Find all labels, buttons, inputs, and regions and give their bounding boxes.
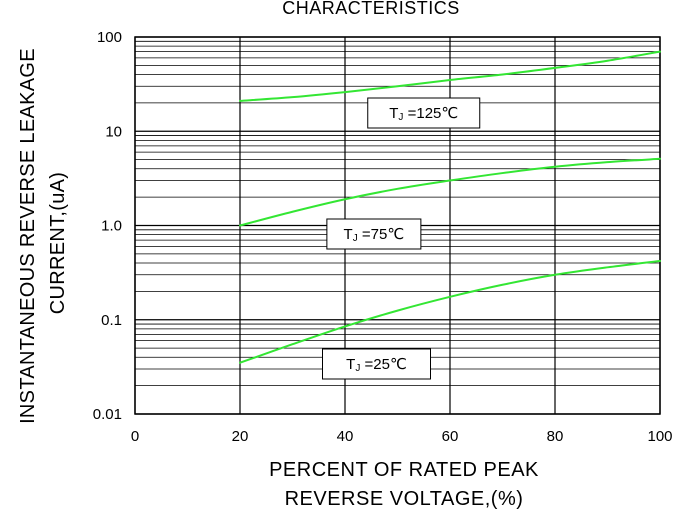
series-line-tj-75 xyxy=(239,157,661,227)
label-layer: TJ =125℃ TJ =75℃ TJ =25℃ xyxy=(322,97,481,380)
series-line-tj-125 xyxy=(239,50,661,102)
x-tick-label: 80 xyxy=(547,428,564,445)
y-tick-label: 10 xyxy=(105,123,122,140)
x-tick-label: 100 xyxy=(647,428,672,445)
series-label-text: TJ =25℃ xyxy=(346,356,407,374)
x-axis-label-line-2: REVERSE VOLTAGE,(%) xyxy=(285,488,524,510)
axis-layer: 0 20 40 60 80 100 0.01 0.1 1.0 10 100 xyxy=(93,29,673,445)
x-tick-label: 60 xyxy=(442,428,459,445)
chart-title: CHARACTERISTICS xyxy=(282,0,460,18)
series-layer xyxy=(239,50,661,364)
x-axis-label-line-1: PERCENT OF RATED PEAK xyxy=(269,459,539,481)
series-label-box xyxy=(326,218,422,250)
x-tick-label: 20 xyxy=(232,428,249,445)
y-tick-label: 1.0 xyxy=(101,218,122,235)
x-tick-label: 0 xyxy=(131,428,139,445)
series-label-tj-125: TJ =125℃ xyxy=(367,97,481,129)
series-label-box xyxy=(367,97,481,129)
y-tick-label: 100 xyxy=(97,29,122,46)
y-tick-label: 0.1 xyxy=(101,312,122,329)
series-label-box xyxy=(322,348,431,380)
x-tick-label: 40 xyxy=(337,428,354,445)
series-label-tj-75: TJ =75℃ xyxy=(326,218,422,250)
y-axis-label-line-1: INSTANTANEOUS REVERSE LEAKAGE xyxy=(17,48,39,424)
series-label-tj-25: TJ =25℃ xyxy=(322,348,431,380)
y-tick-label: 0.01 xyxy=(93,406,122,423)
plot-frame xyxy=(134,36,661,415)
series-line-tj-25 xyxy=(239,260,661,364)
series-label-text: TJ =125℃ xyxy=(389,105,458,123)
y-axis-label-line-2: CURRENT,(uA) xyxy=(47,172,69,315)
series-label-text: TJ =75℃ xyxy=(344,226,405,244)
text-layer: CHARACTERISTICS PERCENT OF RATED PEAK RE… xyxy=(17,0,539,510)
